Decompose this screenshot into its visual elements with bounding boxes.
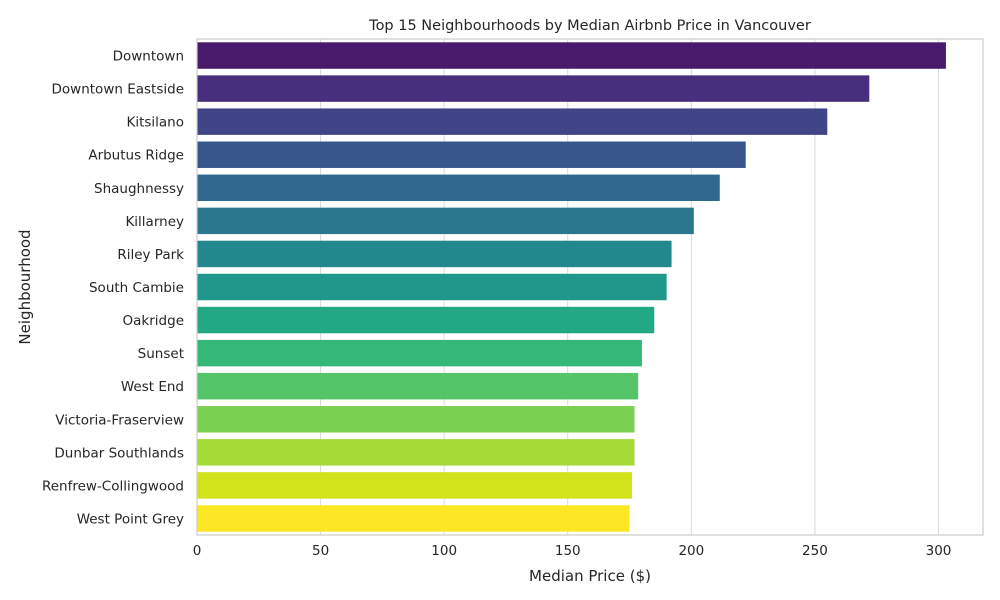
y-tick-label: Renfrew-Collingwood (42, 478, 184, 494)
bar (197, 42, 946, 69)
bar (197, 174, 720, 202)
y-tick-label: Kitsilano (126, 115, 184, 131)
x-tick-labels: 0 50 100 150 200 250 300 (193, 543, 952, 559)
bar (197, 108, 828, 135)
bar (197, 505, 630, 532)
bar (197, 406, 635, 433)
y-tick-label: Arbutus Ridge (88, 148, 184, 164)
bars (197, 42, 946, 532)
y-tick-label: West End (121, 379, 184, 395)
x-tick-label: 0 (193, 543, 202, 559)
x-tick-label: 300 (926, 543, 952, 559)
y-tick-label: Sunset (138, 346, 184, 362)
bar (197, 207, 694, 235)
x-tick-label: 250 (802, 543, 828, 559)
x-tick-label: 150 (555, 543, 581, 559)
y-tick-label: Victoria-Fraserview (55, 412, 184, 428)
plot-frame (196, 38, 984, 536)
y-tick-label: Killarney (125, 214, 184, 230)
bar (197, 372, 639, 400)
x-tick-label: 100 (431, 543, 457, 559)
bar (197, 339, 642, 367)
x-tick-label: 50 (312, 543, 329, 559)
y-tick-labels: Downtown Downtown Eastside Kitsilano Arbutu… (42, 49, 184, 528)
y-tick-label: Dunbar Southlands (54, 445, 184, 461)
bar (197, 75, 870, 102)
y-axis-label: Neighbourhood (16, 229, 34, 344)
y-tick-label: South Cambie (89, 280, 184, 296)
x-tick-label: 200 (678, 543, 704, 559)
y-tick-label: Downtown Eastside (52, 82, 184, 98)
bar (197, 273, 667, 301)
y-tick-label: West Point Grey (77, 511, 184, 527)
y-tick-label: Shaughnessy (94, 181, 184, 197)
chart-title: Top 15 Neighbourhoods by Median Airbnb P… (368, 18, 811, 34)
y-tick-label: Downtown (113, 49, 184, 65)
x-axis-label: Median Price ($) (529, 567, 651, 585)
bar (197, 141, 746, 168)
bar (197, 306, 655, 334)
bar (197, 472, 633, 499)
y-tick-label: Oakridge (123, 313, 184, 329)
bar (197, 240, 672, 268)
bar (197, 439, 635, 466)
y-tick-label: Riley Park (117, 247, 184, 263)
